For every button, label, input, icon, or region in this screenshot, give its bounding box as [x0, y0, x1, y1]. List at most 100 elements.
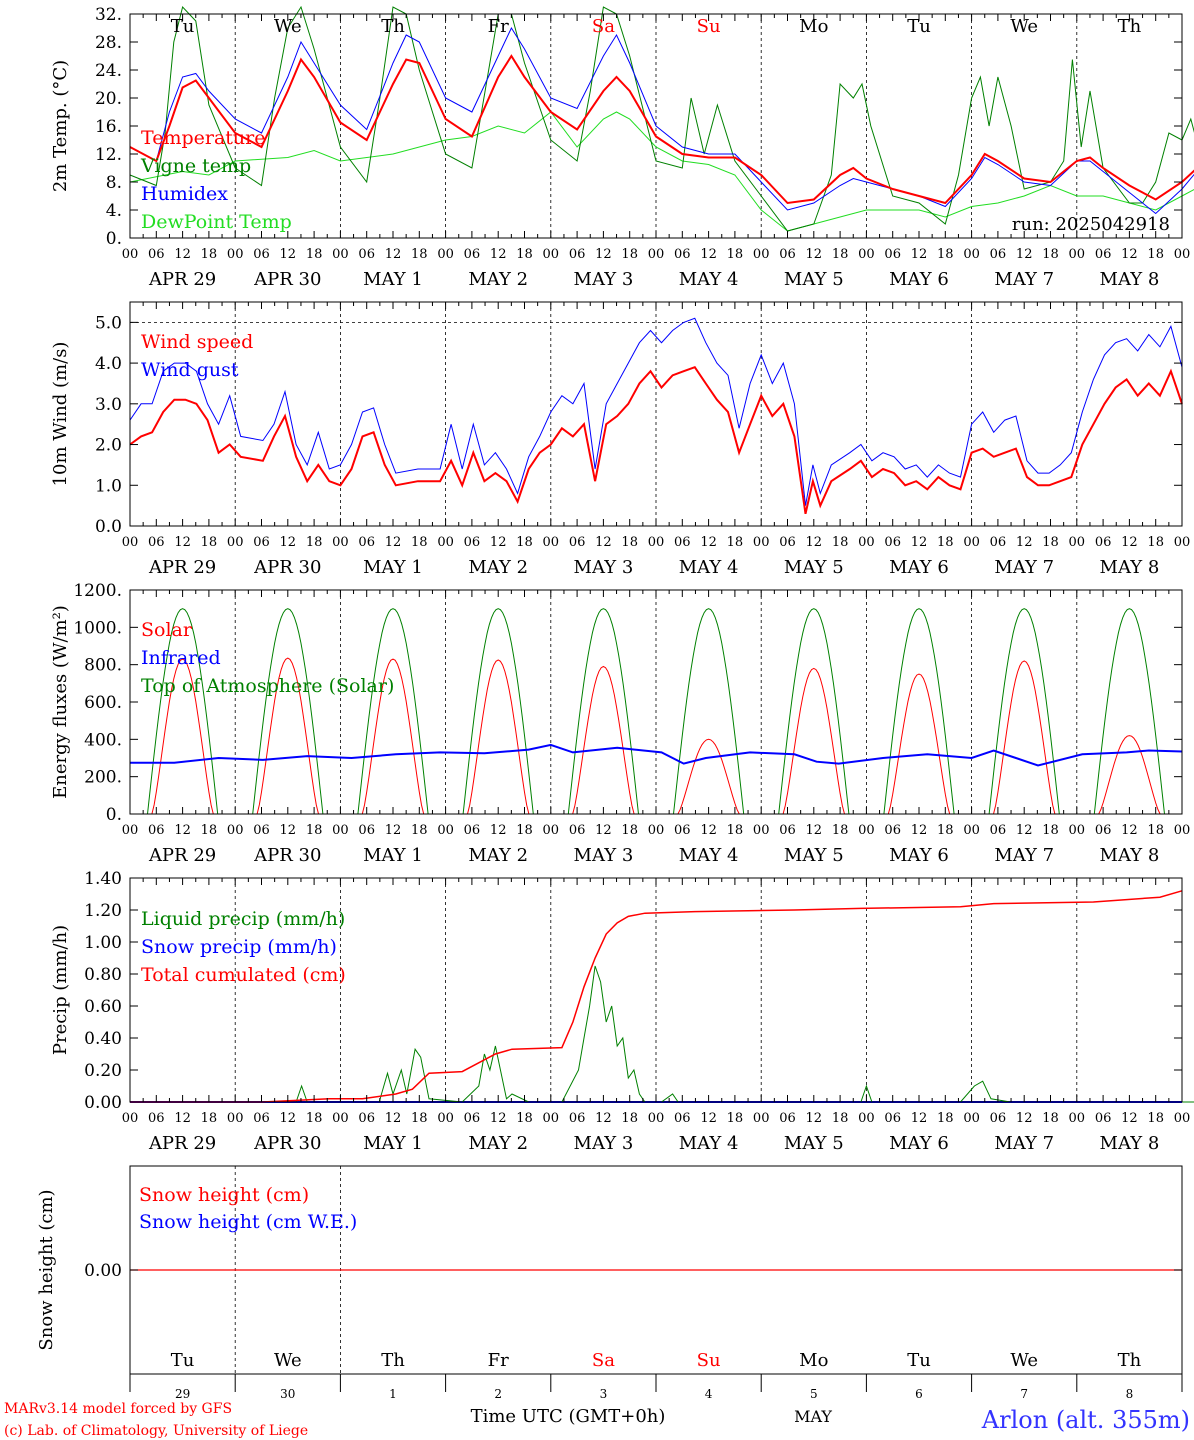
- day-number: 3: [600, 1387, 608, 1401]
- hour-tick-label: 12: [280, 247, 297, 262]
- hour-tick-label: 06: [990, 823, 1007, 838]
- day-name: We: [1010, 16, 1038, 37]
- y-axis-label: 10m Wind (m/s): [50, 342, 71, 487]
- date-label: MAY 1: [363, 1133, 423, 1154]
- hour-tick-label: 12: [385, 535, 402, 550]
- hour-tick-label: 00: [648, 823, 665, 838]
- hour-tick-label: 12: [1016, 247, 1033, 262]
- day-number: 29: [175, 1387, 190, 1401]
- hour-tick-label: 18: [832, 823, 849, 838]
- date-label: MAY 3: [574, 1133, 634, 1154]
- hour-tick-label: 12: [1121, 1111, 1138, 1126]
- y-tick-label: 12.: [95, 145, 122, 165]
- run-label: run: 2025042918: [1012, 214, 1170, 235]
- hour-tick-label: 00: [437, 247, 454, 262]
- day-name: Su: [697, 1350, 721, 1371]
- hour-tick-label: 06: [884, 823, 901, 838]
- hour-tick-label: 12: [911, 823, 928, 838]
- hour-tick-label: 00: [648, 1111, 665, 1126]
- hour-tick-label: 00: [227, 823, 244, 838]
- hour-tick-label: 18: [621, 535, 638, 550]
- legend-entry: Temperature: [141, 127, 265, 149]
- date-label: MAY 3: [574, 269, 634, 290]
- hour-tick-label: 18: [621, 823, 638, 838]
- hour-tick-label: 00: [543, 1111, 560, 1126]
- hour-tick-label: 18: [1042, 823, 1059, 838]
- hour-tick-label: 00: [1069, 823, 1086, 838]
- y-axis-label: Precip (mm/h): [50, 925, 71, 1055]
- hour-tick-label: 06: [674, 1111, 691, 1126]
- hour-tick-label: 12: [1121, 247, 1138, 262]
- hour-tick-label: 06: [569, 535, 586, 550]
- y-tick-label: 1.00: [84, 933, 122, 953]
- hour-tick-label: 00: [753, 247, 770, 262]
- hour-tick-label: 00: [858, 535, 875, 550]
- hour-tick-label: 18: [832, 247, 849, 262]
- day-number: 4: [705, 1387, 713, 1401]
- date-label: MAY 7: [994, 557, 1054, 578]
- hour-tick-label: 18: [621, 1111, 638, 1126]
- hour-tick-label: 00: [122, 247, 139, 262]
- hour-tick-label: 06: [779, 535, 796, 550]
- date-label: MAY 7: [994, 1133, 1054, 1154]
- hour-tick-label: 06: [1095, 1111, 1112, 1126]
- hour-tick-label: 12: [174, 535, 191, 550]
- legend-entry: Snow height (cm W.E.): [139, 1211, 357, 1233]
- y-axis-label: Snow height (cm): [36, 1189, 57, 1350]
- hour-tick-label: 06: [358, 535, 375, 550]
- hour-tick-label: 18: [516, 247, 533, 262]
- legend-entry: Solar: [141, 619, 193, 641]
- series-humidex: [129, 26, 1194, 215]
- y-tick-label: 1200.: [73, 581, 122, 601]
- hour-tick-label: 12: [700, 823, 717, 838]
- legend-entry: Wind speed: [141, 331, 253, 353]
- day-name: Th: [381, 16, 405, 37]
- hour-tick-label: 18: [306, 823, 323, 838]
- hour-tick-label: 18: [306, 247, 323, 262]
- hour-tick-label: 12: [806, 1111, 823, 1126]
- legend-entry: Humidex: [141, 183, 228, 205]
- date-label: MAY 1: [363, 845, 423, 866]
- date-label: MAY 8: [1100, 557, 1160, 578]
- hour-tick-label: 18: [1147, 247, 1164, 262]
- hour-tick-label: 00: [1069, 247, 1086, 262]
- date-label: MAY 4: [679, 557, 739, 578]
- date-label: APR 30: [253, 1133, 321, 1154]
- hour-tick-label: 00: [858, 823, 875, 838]
- hour-tick-label: 12: [1016, 1111, 1033, 1126]
- series-infrared: [130, 743, 1183, 767]
- hour-tick-label: 12: [700, 247, 717, 262]
- hour-tick-label: 18: [411, 535, 428, 550]
- y-tick-label: 4.0: [95, 354, 122, 374]
- hour-tick-label: 12: [174, 247, 191, 262]
- hour-tick-label: 12: [174, 823, 191, 838]
- hour-tick-label: 06: [990, 247, 1007, 262]
- hour-tick-label: 00: [227, 535, 244, 550]
- hour-tick-label: 06: [148, 823, 165, 838]
- y-tick-label: 400.: [84, 730, 122, 750]
- date-label: MAY 4: [679, 269, 739, 290]
- date-label: MAY 1: [363, 269, 423, 290]
- y-tick-label: 2.0: [95, 436, 122, 456]
- hour-tick-label: 00: [1174, 535, 1191, 550]
- hour-tick-label: 18: [1147, 535, 1164, 550]
- series-vigne-temp: [129, 5, 1194, 232]
- legend-entry: Vigne temp: [140, 155, 251, 177]
- hour-tick-label: 00: [332, 535, 349, 550]
- day-name: We: [1010, 1350, 1038, 1371]
- hour-tick-label: 00: [122, 535, 139, 550]
- y-tick-label: 4.: [106, 201, 122, 221]
- y-tick-label: 1.20: [84, 901, 122, 921]
- y-axis-label: 2m Temp. (°C): [50, 60, 71, 192]
- y-tick-label: 0.20: [84, 1061, 122, 1081]
- hour-tick-label: 06: [674, 247, 691, 262]
- hour-tick-label: 00: [963, 823, 980, 838]
- y-tick-label: 0.: [106, 805, 122, 825]
- day-number: 1: [389, 1387, 397, 1401]
- hour-tick-label: 06: [990, 1111, 1007, 1126]
- hour-tick-label: 12: [1016, 823, 1033, 838]
- hour-tick-label: 12: [490, 1111, 507, 1126]
- date-label: MAY 2: [468, 845, 528, 866]
- hour-tick-label: 12: [911, 1111, 928, 1126]
